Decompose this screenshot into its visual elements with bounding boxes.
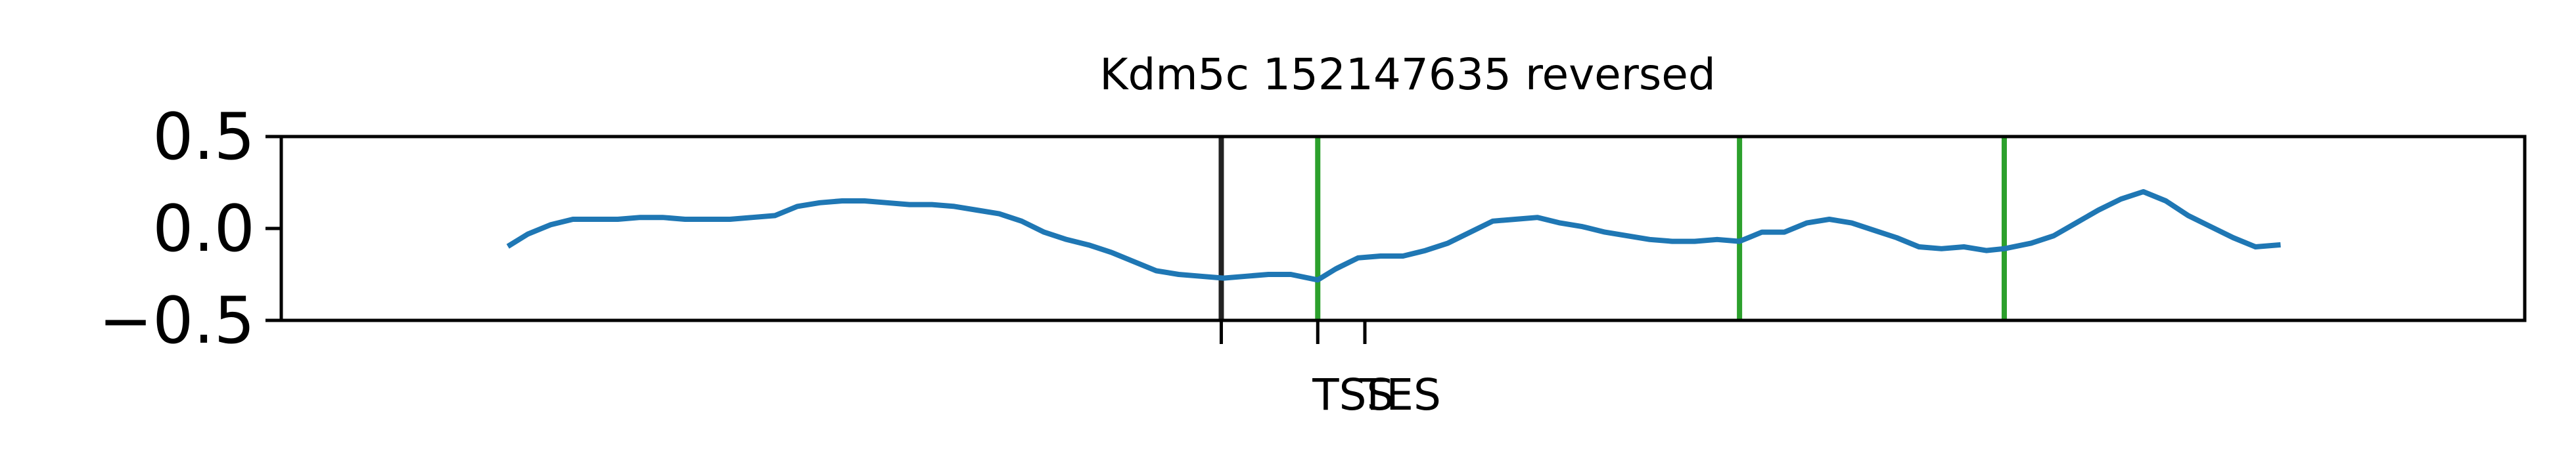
chart-title: Kdm5c 152147635 reversed	[1099, 49, 1716, 100]
x-tick-label: TES	[1359, 370, 1441, 420]
plot-frame	[279, 135, 2527, 322]
series-line-1	[506, 189, 2281, 283]
y-axis-ticks: 0.5 0.0 −0.5	[99, 100, 281, 358]
series-group	[506, 189, 2281, 283]
axes	[279, 135, 2527, 322]
y-tick-label: 0.0	[152, 192, 255, 267]
x-tick-label: TSS	[1312, 370, 1394, 420]
vertical-lines	[1218, 137, 2007, 320]
y-tick-label: −0.5	[99, 284, 255, 358]
y-tick-label: 0.5	[152, 100, 255, 175]
